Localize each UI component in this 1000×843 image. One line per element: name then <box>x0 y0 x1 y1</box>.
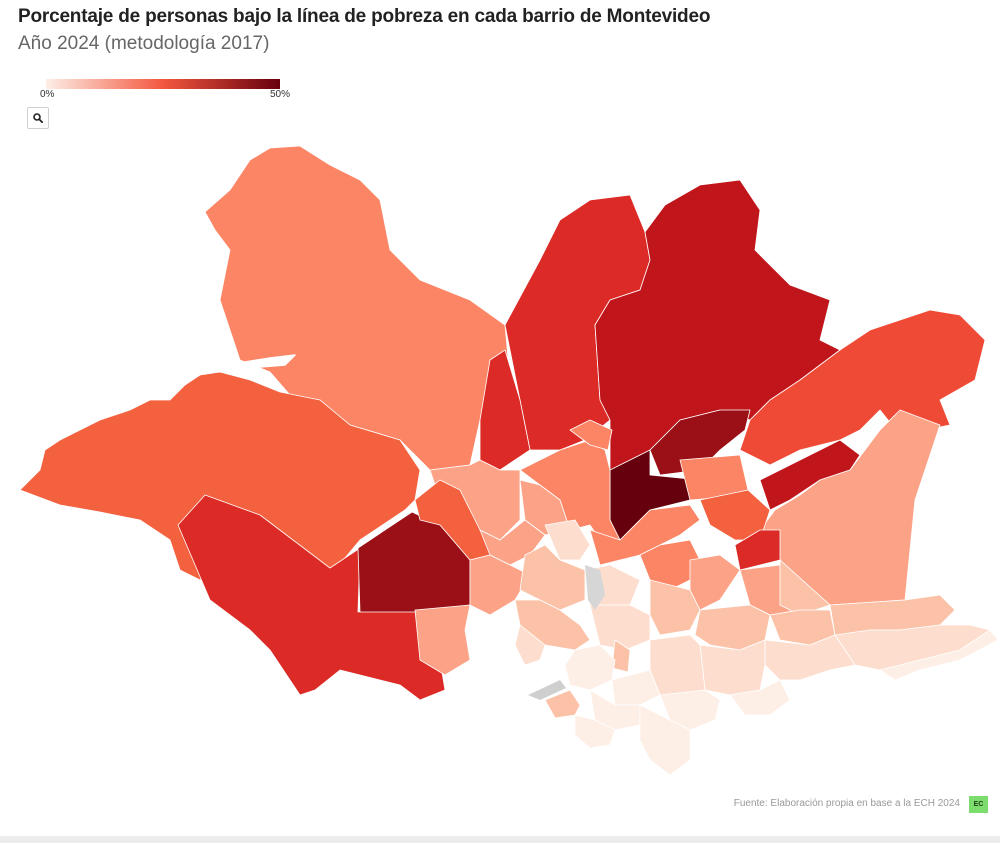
legend-min-label: 0% <box>40 89 55 100</box>
barrio-region[interactable] <box>574 714 616 749</box>
barrio-region[interactable] <box>519 544 586 611</box>
publisher-logo: EC <box>969 796 988 813</box>
barrio-region[interactable] <box>514 624 546 666</box>
color-legend: 0% 50% <box>40 79 290 101</box>
bottom-scroll-bar <box>0 836 1000 843</box>
source-note: Fuente: Elaboración propia en base a la … <box>733 798 960 809</box>
legend-gradient-bar <box>46 79 280 89</box>
barrio-region[interactable] <box>177 494 446 701</box>
barrio-region[interactable] <box>764 634 856 681</box>
barrio-region[interactable] <box>569 419 613 451</box>
barrio-region[interactable] <box>544 519 591 561</box>
barrio-region[interactable] <box>879 629 999 681</box>
map-title: Porcentaje de personas bajo la línea de … <box>18 6 711 27</box>
barrio-region[interactable] <box>611 669 661 706</box>
harbor-area <box>585 565 605 610</box>
barrio-region[interactable] <box>649 579 701 636</box>
montevideo-choropleth-map <box>19 145 999 776</box>
barrio-region[interactable] <box>639 704 691 776</box>
barrio-region[interactable] <box>699 639 766 696</box>
map-subtitle: Año 2024 (metodología 2017) <box>18 33 270 54</box>
barrio-region[interactable] <box>729 679 791 716</box>
legend-max-label: 50% <box>269 89 290 100</box>
barrio-region[interactable] <box>544 689 581 719</box>
river-line <box>219 354 296 373</box>
barrio-region[interactable] <box>689 554 741 611</box>
barrio-region[interactable] <box>414 604 471 676</box>
search-icon <box>33 113 43 123</box>
barrio-region[interactable] <box>564 644 616 691</box>
zoom-button[interactable] <box>27 107 49 129</box>
barrio-region[interactable] <box>589 504 701 566</box>
barrio-region[interactable] <box>19 371 421 581</box>
harbor-area <box>528 680 566 700</box>
barrio-region[interactable] <box>649 409 751 476</box>
